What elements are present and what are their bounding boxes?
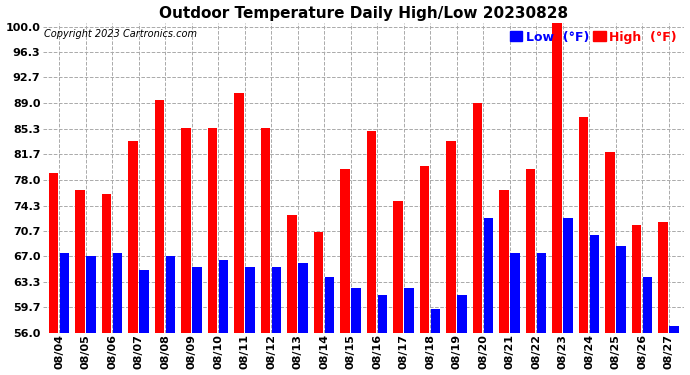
Bar xyxy=(632,225,642,333)
Bar xyxy=(537,253,546,333)
Bar xyxy=(420,166,429,333)
Bar xyxy=(235,93,244,333)
Bar xyxy=(642,277,652,333)
Bar xyxy=(340,170,350,333)
Bar xyxy=(446,141,456,333)
Bar xyxy=(287,214,297,333)
Bar xyxy=(86,256,96,333)
Title: Outdoor Temperature Daily High/Low 20230828: Outdoor Temperature Daily High/Low 20230… xyxy=(159,6,569,21)
Bar xyxy=(60,253,69,333)
Bar xyxy=(181,128,191,333)
Bar xyxy=(377,295,387,333)
Bar xyxy=(325,277,334,333)
Text: Copyright 2023 Cartronics.com: Copyright 2023 Cartronics.com xyxy=(44,29,197,39)
Bar xyxy=(484,218,493,333)
Bar xyxy=(553,23,562,333)
Bar xyxy=(351,288,361,333)
Bar xyxy=(526,170,535,333)
Bar xyxy=(139,270,149,333)
Bar xyxy=(314,232,324,333)
Bar xyxy=(473,103,482,333)
Legend: Low  (°F), High  (°F): Low (°F), High (°F) xyxy=(509,29,678,45)
Bar xyxy=(49,173,59,333)
Bar xyxy=(431,309,440,333)
Bar xyxy=(245,267,255,333)
Bar xyxy=(128,141,138,333)
Bar xyxy=(563,218,573,333)
Bar xyxy=(393,201,403,333)
Bar xyxy=(616,246,626,333)
Bar xyxy=(208,128,217,333)
Bar xyxy=(102,194,112,333)
Bar xyxy=(457,295,466,333)
Bar xyxy=(605,152,615,333)
Bar xyxy=(298,263,308,333)
Bar xyxy=(193,267,201,333)
Bar xyxy=(590,236,599,333)
Bar xyxy=(219,260,228,333)
Bar xyxy=(404,288,414,333)
Bar xyxy=(112,253,122,333)
Bar xyxy=(166,256,175,333)
Bar xyxy=(272,267,282,333)
Bar xyxy=(367,131,377,333)
Bar xyxy=(155,100,164,333)
Bar xyxy=(510,253,520,333)
Bar xyxy=(500,190,509,333)
Bar xyxy=(658,222,668,333)
Bar xyxy=(75,190,85,333)
Bar xyxy=(579,117,589,333)
Bar xyxy=(261,128,270,333)
Bar xyxy=(669,326,679,333)
